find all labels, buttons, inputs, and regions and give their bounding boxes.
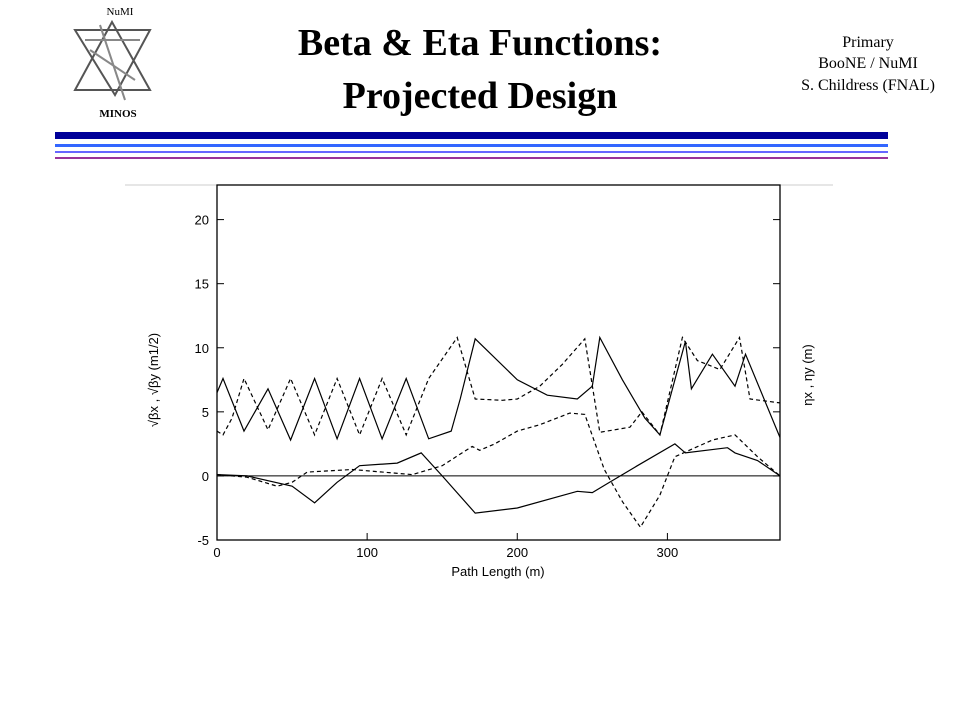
header-bar xyxy=(55,144,888,147)
title-line: Beta & Eta Functions: xyxy=(298,22,662,64)
title-line: Projected Design xyxy=(343,75,618,117)
plot-frame xyxy=(216,184,781,541)
logo-top: NuMI xyxy=(107,6,134,18)
header-bar xyxy=(55,151,888,153)
header-bar xyxy=(55,132,888,139)
series-line xyxy=(216,412,781,529)
info-line: S. Childress (FNAL) xyxy=(801,77,935,94)
y-tick-label: 10 xyxy=(195,341,209,356)
info-line: BooNE / NuMI xyxy=(818,55,918,72)
logo-bottom: MINOS xyxy=(99,108,136,120)
info-line: Primary xyxy=(842,34,894,51)
x-axis-label: Path Length (m) xyxy=(451,564,544,579)
x-tick-label: 200 xyxy=(506,545,528,560)
header-bar xyxy=(55,157,888,159)
y-axis-label: √βx , √βy (m1/2) xyxy=(146,333,161,427)
x-tick-label: 0 xyxy=(213,545,220,560)
series-line xyxy=(216,335,781,442)
x-tick-label: 300 xyxy=(657,545,679,560)
y-tick-label: 15 xyxy=(195,277,209,292)
y-tick-label: -5 xyxy=(197,533,209,548)
logo xyxy=(73,19,152,101)
y-tick-label: 0 xyxy=(202,469,209,484)
y-tick-label: 5 xyxy=(202,405,209,420)
series-line xyxy=(216,443,781,514)
x-tick-label: 100 xyxy=(356,545,378,560)
y-tick-label: 20 xyxy=(195,213,209,228)
y2-axis-label: ηx , ηy (m) xyxy=(800,344,815,405)
series-line xyxy=(216,335,781,437)
